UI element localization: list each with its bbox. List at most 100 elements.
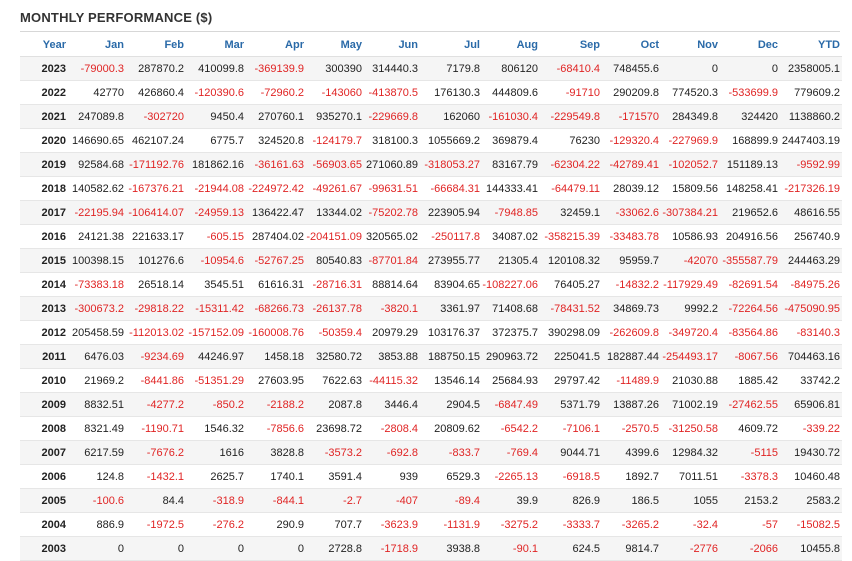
month-value-cell: 320565.02 xyxy=(364,224,420,249)
month-value-cell: -27462.55 xyxy=(720,392,780,417)
month-value-cell: -3573.2 xyxy=(306,440,364,465)
month-value-cell: -407 xyxy=(364,488,420,513)
month-value-cell: 95959.7 xyxy=(602,248,661,273)
month-value-cell: 181862.16 xyxy=(186,152,246,177)
month-value-cell: 324420 xyxy=(720,104,780,129)
month-value-cell: 300390 xyxy=(306,56,364,81)
ytd-cell: 48616.55 xyxy=(780,200,842,225)
month-value-cell: 21305.4 xyxy=(482,248,540,273)
month-value-cell: 2728.8 xyxy=(306,536,364,561)
col-header-apr[interactable]: Apr xyxy=(246,33,306,57)
month-value-cell: -62304.22 xyxy=(540,152,602,177)
month-value-cell: 182887.44 xyxy=(602,344,661,369)
month-value-cell: -2808.4 xyxy=(364,416,420,441)
month-value-cell: -64479.11 xyxy=(540,176,602,201)
month-value-cell: 2904.5 xyxy=(420,392,482,417)
month-value-cell: 3591.4 xyxy=(306,464,364,489)
month-value-cell: -4277.2 xyxy=(126,392,186,417)
month-value-cell: -112013.02 xyxy=(126,320,186,345)
month-value-cell: -90.1 xyxy=(482,536,540,561)
month-value-cell: 2625.7 xyxy=(186,464,246,489)
month-value-cell: -10954.6 xyxy=(186,248,246,273)
month-value-cell: -850.2 xyxy=(186,392,246,417)
month-value-cell: -51351.29 xyxy=(186,368,246,393)
month-value-cell: -21944.08 xyxy=(186,176,246,201)
month-value-cell: 0 xyxy=(661,56,720,81)
month-value-cell: -106414.07 xyxy=(126,200,186,225)
ytd-cell: -217326.19 xyxy=(780,176,842,201)
month-value-cell: -102052.7 xyxy=(661,152,720,177)
month-value-cell: 124.8 xyxy=(70,464,126,489)
col-header-dec[interactable]: Dec xyxy=(720,33,780,57)
month-value-cell: 88814.64 xyxy=(364,272,420,297)
year-cell: 2013 xyxy=(20,296,70,321)
year-cell: 2017 xyxy=(20,200,70,225)
col-header-sep[interactable]: Sep xyxy=(540,33,602,57)
col-header-jun[interactable]: Jun xyxy=(364,33,420,57)
col-header-feb[interactable]: Feb xyxy=(126,33,186,57)
ytd-cell: -15082.5 xyxy=(780,512,842,537)
table-row: 2011 6476.03 -9234.69 44246.97 1458.18 32580.… xyxy=(20,344,842,369)
col-header-ytd[interactable]: YTD xyxy=(780,33,842,57)
month-value-cell: 0 xyxy=(126,536,186,561)
year-cell: 2006 xyxy=(20,464,70,489)
col-header-year[interactable]: Year xyxy=(20,33,70,57)
col-header-jan[interactable]: Jan xyxy=(70,33,126,57)
month-value-cell: -7676.2 xyxy=(126,440,186,465)
month-value-cell: 3938.8 xyxy=(420,536,482,561)
table-row: 2018 140582.62 -167376.21 -21944.08 -224972.… xyxy=(20,176,842,201)
month-value-cell: 1546.32 xyxy=(186,416,246,441)
month-value-cell: 188750.15 xyxy=(420,344,482,369)
month-value-cell: -355587.79 xyxy=(720,248,780,273)
month-value-cell: 12984.32 xyxy=(661,440,720,465)
month-value-cell: 32459.1 xyxy=(540,200,602,225)
month-value-cell: -8067.56 xyxy=(720,344,780,369)
month-value-cell: 1885.42 xyxy=(720,368,780,393)
month-value-cell: 32580.72 xyxy=(306,344,364,369)
month-value-cell: -49261.67 xyxy=(306,176,364,201)
month-value-cell: -250117.8 xyxy=(420,224,482,249)
month-value-cell: 168899.9 xyxy=(720,128,780,153)
col-header-aug[interactable]: Aug xyxy=(482,33,540,57)
month-value-cell: -318.9 xyxy=(186,488,246,513)
month-value-cell: -7106.1 xyxy=(540,416,602,441)
month-value-cell: -26137.78 xyxy=(306,296,364,321)
month-value-cell: 24121.38 xyxy=(70,224,126,249)
month-value-cell: -2265.13 xyxy=(482,464,540,489)
month-value-cell: 6476.03 xyxy=(70,344,126,369)
month-value-cell: -2.7 xyxy=(306,488,364,513)
month-value-cell: -129320.4 xyxy=(602,128,661,153)
month-value-cell: -349720.4 xyxy=(661,320,720,345)
month-value-cell: 148258.41 xyxy=(720,176,780,201)
month-value-cell: -229549.8 xyxy=(540,104,602,129)
col-header-nov[interactable]: Nov xyxy=(661,33,720,57)
month-value-cell: -833.7 xyxy=(420,440,482,465)
month-value-cell: -157152.09 xyxy=(186,320,246,345)
month-value-cell: 0 xyxy=(186,536,246,561)
month-value-cell: -72264.56 xyxy=(720,296,780,321)
month-value-cell: -143060 xyxy=(306,80,364,105)
month-value-cell: 221633.17 xyxy=(126,224,186,249)
month-value-cell: -42070 xyxy=(661,248,720,273)
month-value-cell: 7622.63 xyxy=(306,368,364,393)
month-value-cell: 372375.7 xyxy=(482,320,540,345)
month-value-cell: -318053.27 xyxy=(420,152,482,177)
col-header-jul[interactable]: Jul xyxy=(420,33,482,57)
month-value-cell: 71002.19 xyxy=(661,392,720,417)
month-value-cell: -276.2 xyxy=(186,512,246,537)
table-row: 2004 886.9 -1972.5 -276.2 290.9 707.7 -3623.9-… xyxy=(20,512,842,537)
month-value-cell: -3623.9 xyxy=(364,512,420,537)
month-value-cell: 27603.95 xyxy=(246,368,306,393)
table-row: 2006 124.8 -1432.1 2625.7 1740.1 3591.4 939 652… xyxy=(20,464,842,489)
col-header-mar[interactable]: Mar xyxy=(186,33,246,57)
month-value-cell: 80540.83 xyxy=(306,248,364,273)
month-value-cell: -83564.86 xyxy=(720,320,780,345)
col-header-may[interactable]: May xyxy=(306,33,364,57)
year-cell: 2016 xyxy=(20,224,70,249)
ytd-cell: 10460.48 xyxy=(780,464,842,489)
month-value-cell: 0 xyxy=(246,536,306,561)
month-value-cell: 25684.93 xyxy=(482,368,540,393)
col-header-oct[interactable]: Oct xyxy=(602,33,661,57)
month-value-cell: 76405.27 xyxy=(540,272,602,297)
month-value-cell: 92584.68 xyxy=(70,152,126,177)
